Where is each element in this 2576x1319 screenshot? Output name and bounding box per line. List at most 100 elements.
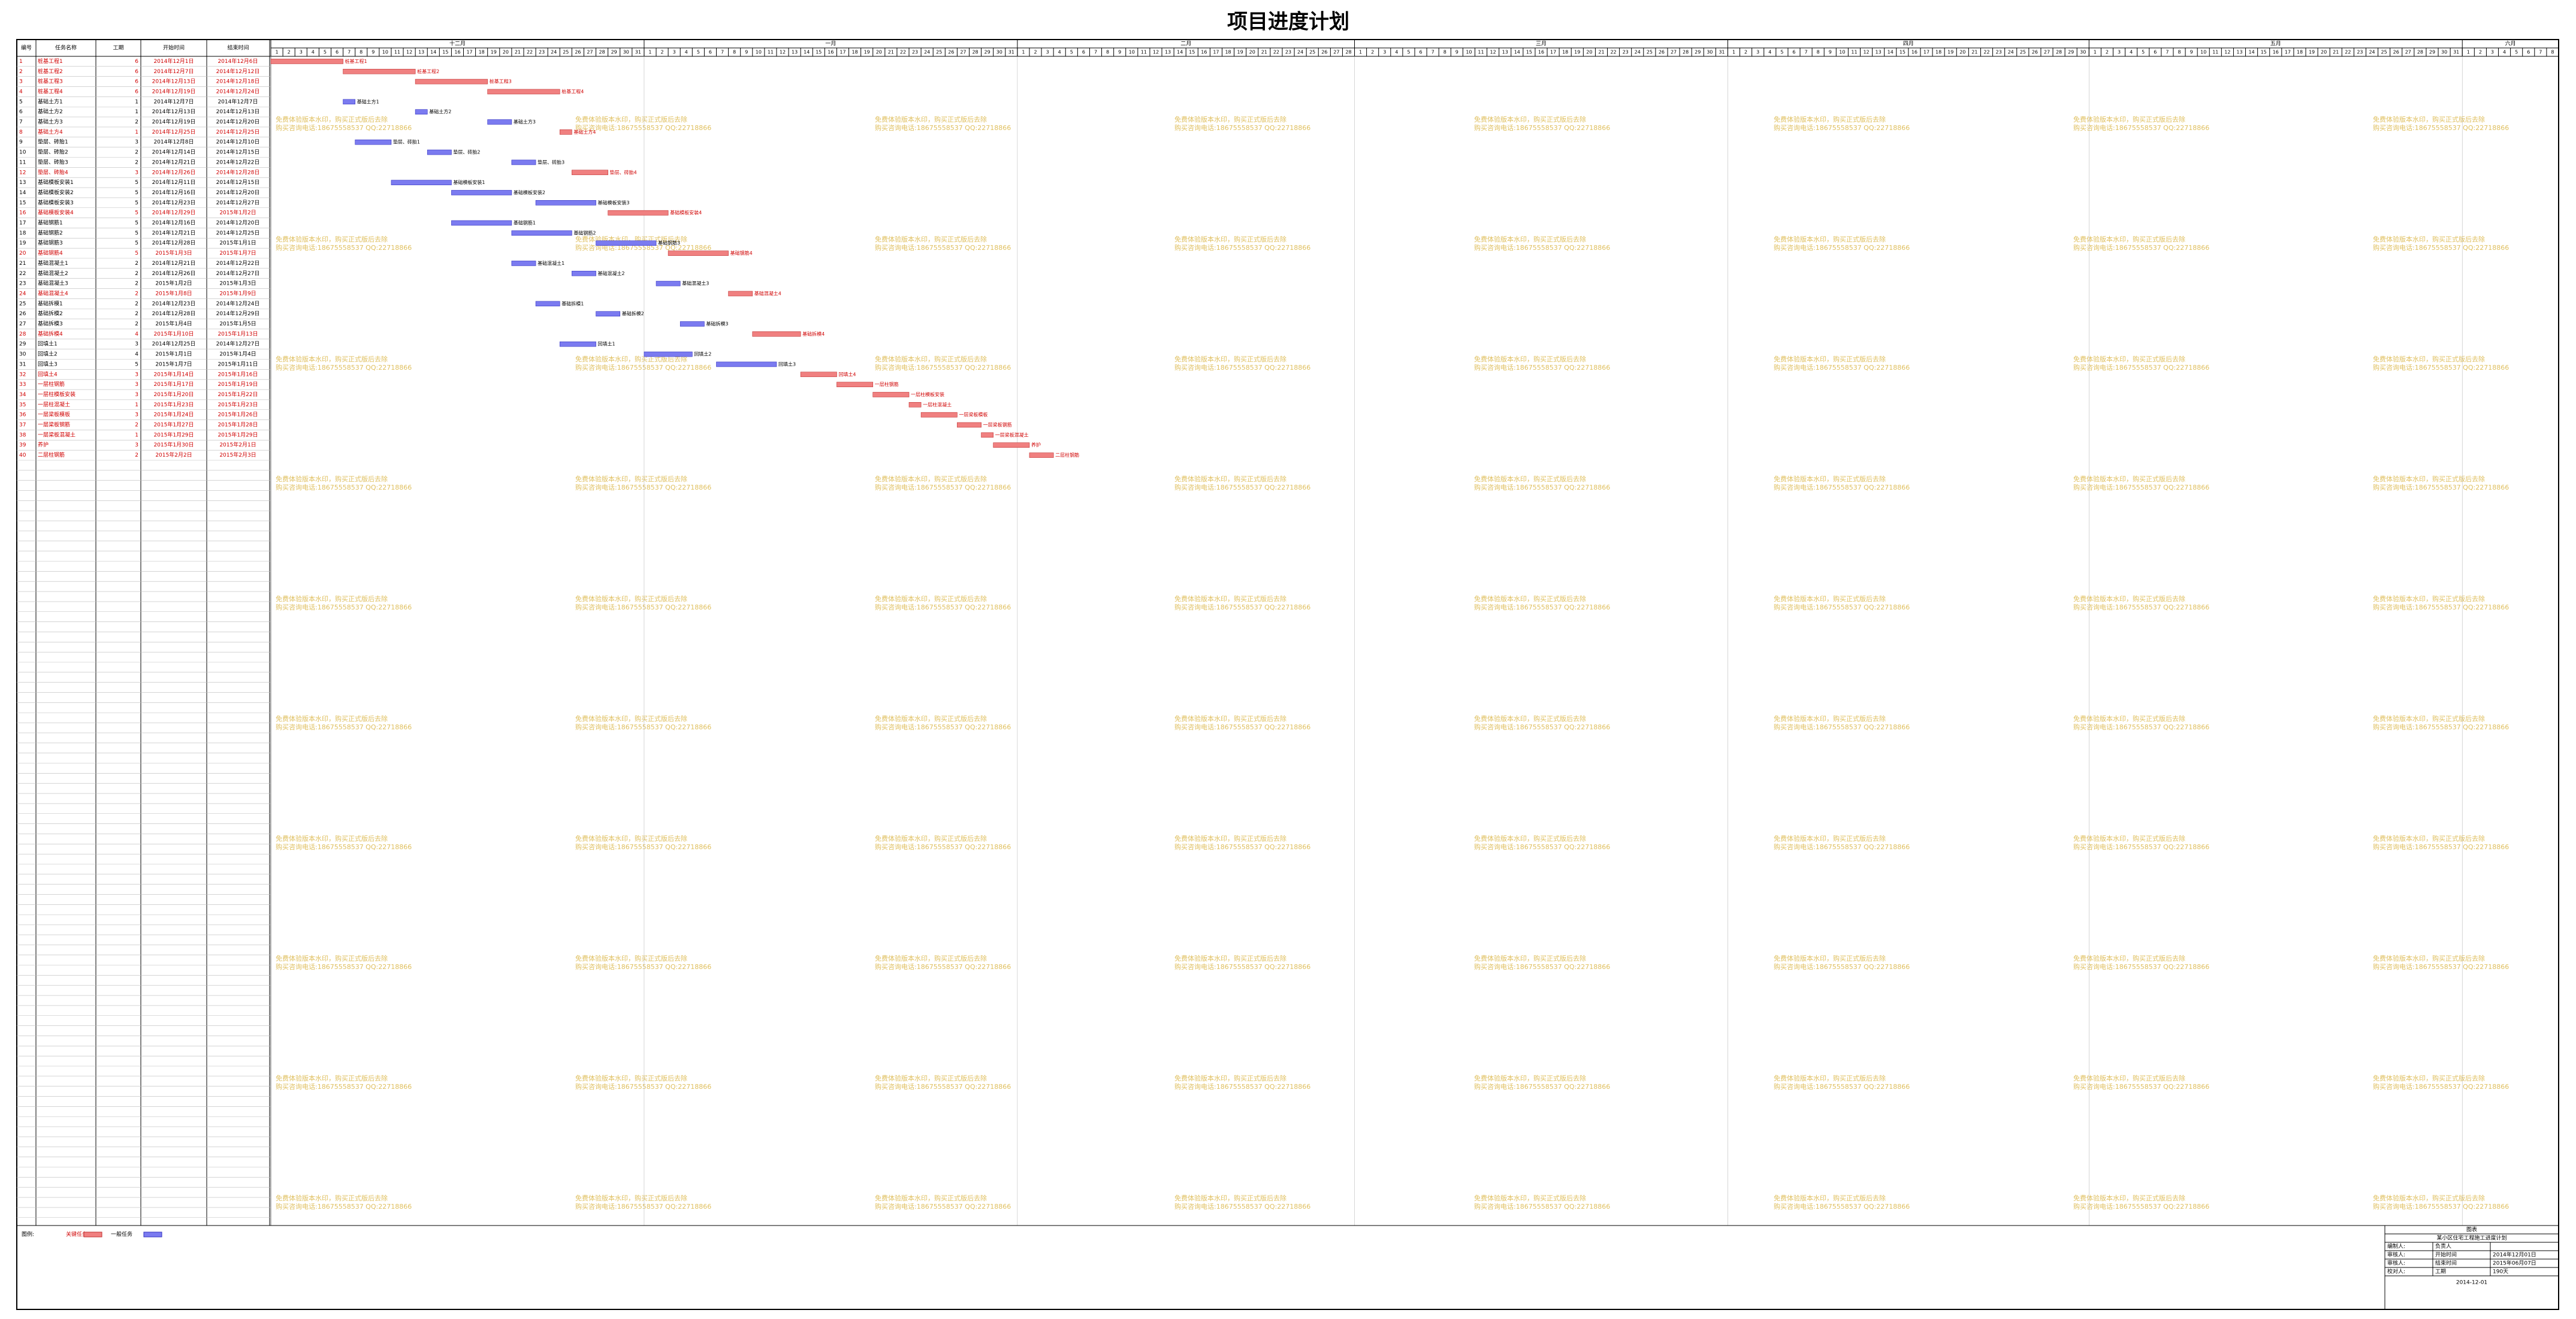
bar-label: 回填土4 (838, 371, 856, 377)
footer-cell: 审核人: (2387, 1260, 2405, 1267)
task-bar[interactable] (668, 250, 729, 256)
day-label: 12 (1863, 50, 1869, 55)
watermark: 购买咨询电话:18675558537 QQ:22718866 (2073, 723, 2209, 731)
task-bar[interactable] (391, 180, 452, 185)
task-bar[interactable] (908, 402, 922, 408)
day-label: 15 (1526, 50, 1532, 55)
task-duration: 3 (135, 372, 138, 378)
task-bar[interactable] (608, 210, 669, 216)
task-bar[interactable] (535, 200, 596, 206)
watermark: 购买咨询电话:18675558537 QQ:22718866 (1474, 1202, 1610, 1211)
task-bar[interactable] (872, 392, 910, 397)
watermark: 购买咨询电话:18675558537 QQ:22718866 (1474, 723, 1610, 731)
task-bar[interactable] (644, 351, 693, 357)
task-name: 基础混凝土4 (38, 289, 68, 297)
task-bar[interactable] (343, 99, 355, 105)
task-start: 2014年12月8日 (153, 138, 194, 146)
watermark: 购买咨询电话:18675558537 QQ:22718866 (276, 723, 412, 731)
day-label: 27 (587, 50, 593, 55)
task-duration: 2 (135, 261, 138, 267)
task-bar[interactable] (596, 311, 621, 316)
task-end: 2015年1月4日 (219, 351, 256, 358)
task-id: 5 (19, 99, 23, 105)
task-bar[interactable] (355, 139, 392, 145)
task-bar[interactable] (270, 59, 343, 64)
watermark: 购买咨询电话:18675558537 QQ:22718866 (1174, 723, 1310, 731)
task-bar[interactable] (535, 301, 560, 307)
task-bar[interactable] (680, 321, 705, 327)
task-id: 21 (19, 261, 26, 267)
task-bar[interactable] (836, 382, 874, 387)
watermark: 免费体验版本水印，购买正式版后去除 (875, 594, 987, 603)
day-label: 12 (780, 50, 786, 55)
task-end: 2014年12月18日 (216, 78, 260, 85)
watermark: 免费体验版本水印，购买正式版后去除 (1774, 235, 1886, 243)
bar-label: 桩基工程3 (490, 79, 512, 84)
day-label: 2 (288, 50, 291, 55)
task-id: 8 (19, 129, 23, 135)
day-label: 29 (2068, 50, 2074, 55)
watermark: 购买咨询电话:18675558537 QQ:22718866 (875, 1082, 1011, 1091)
watermark: 购买咨询电话:18675558537 QQ:22718866 (575, 363, 711, 372)
watermark: 购买咨询电话:18675558537 QQ:22718866 (575, 603, 711, 611)
task-id: 36 (19, 412, 26, 418)
task-bar[interactable] (800, 372, 837, 378)
bar-label: 基础模板安装2 (514, 189, 545, 195)
task-bar[interactable] (596, 240, 657, 246)
day-label: 17 (1923, 50, 1929, 55)
task-bar[interactable] (487, 89, 560, 95)
watermark: 免费体验版本水印，购买正式版后去除 (2073, 235, 2185, 243)
task-bar[interactable] (572, 270, 596, 276)
task-duration: 2 (135, 291, 138, 297)
task-duration: 5 (135, 200, 138, 206)
task-bar[interactable] (559, 129, 572, 135)
watermark: 购买咨询电话:18675558537 QQ:22718866 (2373, 723, 2509, 731)
task-bar[interactable] (920, 412, 958, 418)
task-id: 1 (19, 59, 23, 65)
task-bar[interactable] (957, 422, 982, 428)
task-bar[interactable] (427, 149, 452, 155)
bar-label: 一层柱模板安装 (911, 391, 944, 397)
task-bar[interactable] (572, 170, 608, 176)
task-start: 2014年12月21日 (152, 259, 196, 267)
task-bar[interactable] (511, 159, 536, 165)
task-bar[interactable] (981, 432, 993, 438)
task-bar[interactable] (511, 230, 572, 236)
task-bar[interactable] (451, 220, 512, 226)
day-label: 13 (1876, 50, 1882, 55)
day-label: 23 (1623, 50, 1629, 55)
task-bar[interactable] (559, 341, 596, 347)
task-id: 11 (19, 159, 26, 165)
task-end: 2015年1月2日 (219, 209, 256, 216)
watermark: 免费体验版本水印，购买正式版后去除 (875, 355, 987, 363)
task-bar[interactable] (415, 79, 488, 84)
task-bar[interactable] (487, 119, 512, 125)
task-bar[interactable] (451, 190, 512, 195)
task-id: 2 (19, 69, 23, 75)
task-bar[interactable] (752, 331, 801, 337)
day-label: 5 (697, 50, 700, 55)
task-bar[interactable] (993, 442, 1030, 448)
task-bar[interactable] (1029, 452, 1054, 458)
task-bar[interactable] (716, 361, 777, 367)
task-bar[interactable] (511, 261, 536, 266)
watermark: 免费体验版本水印，购买正式版后去除 (1474, 1074, 1586, 1082)
task-start: 2015年1月27日 (153, 421, 194, 428)
task-bar[interactable] (656, 280, 681, 286)
watermark: 购买咨询电话:18675558537 QQ:22718866 (2073, 243, 2209, 252)
task-bar[interactable] (343, 68, 416, 74)
watermark: 购买咨询电话:18675558537 QQ:22718866 (1174, 843, 1310, 851)
watermark: 购买咨询电话:18675558537 QQ:22718866 (2073, 1202, 2209, 1211)
task-name: 基础钢筋1 (38, 219, 63, 227)
day-label: 5 (1780, 50, 1783, 55)
task-bar[interactable] (728, 291, 753, 297)
day-label: 16 (1201, 50, 1207, 55)
day-label: 3 (1383, 50, 1386, 55)
task-id: 12 (19, 170, 26, 176)
day-label: 3 (1046, 50, 1049, 55)
task-name: 一层梁板钢筋 (38, 421, 70, 428)
watermark: 购买咨询电话:18675558537 QQ:22718866 (1474, 843, 1610, 851)
day-label: 24 (551, 50, 557, 55)
task-bar[interactable] (415, 109, 428, 114)
watermark: 免费体验版本水印，购买正式版后去除 (1774, 115, 1886, 123)
